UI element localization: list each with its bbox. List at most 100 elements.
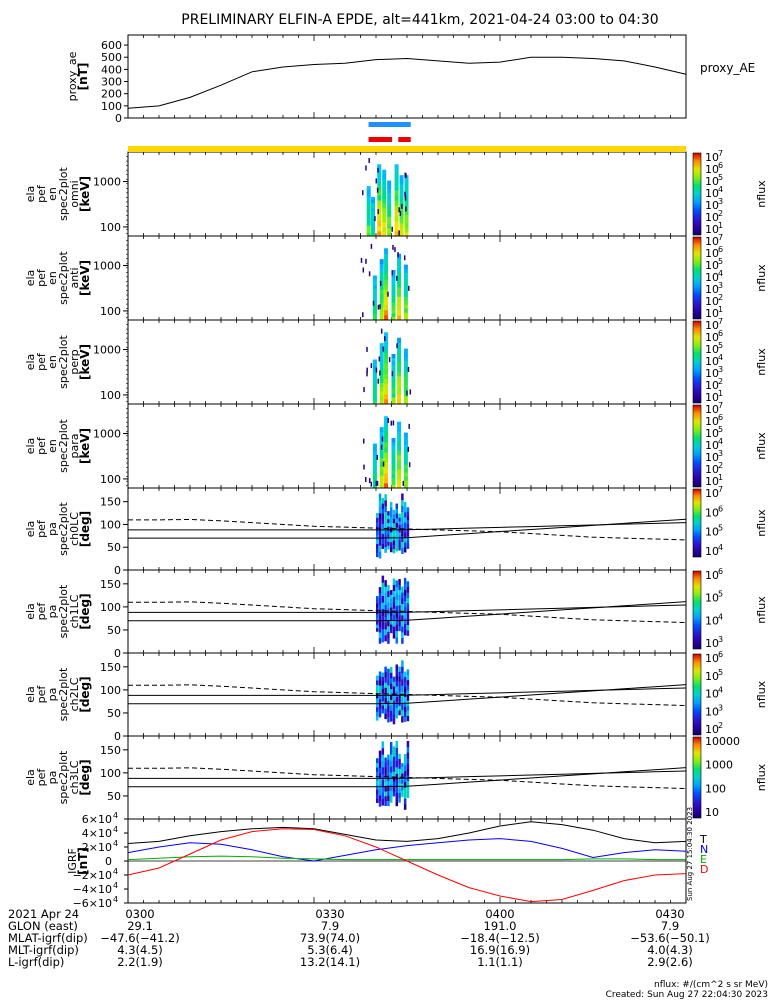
pitch-cell <box>376 758 379 764</box>
ylabel-line: ela <box>24 438 37 455</box>
pitch-cell <box>378 512 382 520</box>
pitch-cell <box>398 584 401 590</box>
spectrogram-cell <box>391 273 396 278</box>
spectrogram-cell <box>387 204 392 209</box>
pitch-cell <box>398 768 401 774</box>
pitch-cell <box>384 757 387 763</box>
pitch-cell <box>398 695 401 701</box>
colorbar-tick-exp: 6 <box>718 413 723 422</box>
pitch-cell <box>389 754 393 761</box>
spectrogram-cell <box>379 259 384 265</box>
pitch-cell <box>401 786 404 791</box>
pitch-cell <box>395 696 399 703</box>
pitch-cell <box>403 787 407 794</box>
pitch-cell <box>378 685 382 691</box>
footer-row-label: GLON (east) <box>8 919 78 933</box>
pitch-cell <box>389 541 393 548</box>
spectrogram-cell <box>379 315 384 321</box>
colorbar-tick-label: 10 <box>705 175 719 188</box>
ytick-label: 0 <box>114 647 121 660</box>
pitch-cell <box>381 672 385 678</box>
pitch-cell <box>403 577 407 585</box>
colorbar-tick-label: 10 <box>705 463 719 476</box>
spectrogram-speck <box>375 178 378 184</box>
colorbar-tick-exp: 1 <box>718 473 723 482</box>
pitch-cell <box>389 501 393 508</box>
spectrogram-cell <box>394 179 399 186</box>
spectrogram-cell <box>379 395 384 401</box>
spectrogram-cell <box>391 354 396 359</box>
spectrogram-cell <box>397 282 402 288</box>
spectrogram-cell <box>371 213 376 217</box>
pitch-cell <box>401 614 404 622</box>
pitch-cell <box>395 707 399 714</box>
spectrogram-cell <box>384 248 389 254</box>
spectrogram-cell <box>377 184 382 191</box>
spectrogram-cell <box>379 382 384 388</box>
spectrogram-cell <box>403 352 408 358</box>
spectrogram-speck <box>405 206 407 212</box>
colorbar-tick-label: 10 <box>705 451 719 464</box>
pitch-cell <box>376 617 379 622</box>
pitch-cell <box>398 763 401 769</box>
pitch-cell <box>406 780 410 787</box>
ylabel-line: pef <box>35 602 48 621</box>
pitch-cell <box>376 534 379 540</box>
pitch-cell <box>395 546 399 552</box>
spectrogram-cell <box>379 435 384 441</box>
spectrogram-cell <box>387 212 392 217</box>
colorbar-tick-exp: 7 <box>718 485 723 494</box>
pitch-cell <box>395 691 399 698</box>
spectrogram-cell <box>372 443 377 448</box>
spectrogram-cell <box>384 304 389 311</box>
pitch-cell <box>403 623 407 630</box>
spectrogram-cell <box>391 312 396 317</box>
pitch-cell <box>381 508 385 514</box>
pitch-cell <box>376 762 379 768</box>
pitch-cell <box>381 792 385 800</box>
spectrogram-cell <box>397 440 402 446</box>
spectrogram-cell <box>377 179 382 186</box>
pitch-cell <box>395 503 399 509</box>
spectrogram-speck <box>375 367 378 373</box>
spectrogram-cell <box>379 298 384 304</box>
pitch-cell <box>387 522 390 527</box>
spectrogram-cell <box>371 208 376 212</box>
pitch-cell <box>387 530 390 535</box>
spectrogram-cell <box>403 476 408 481</box>
pitch-cell <box>403 770 407 777</box>
spectrogram-cell <box>371 219 376 223</box>
spectrogram-cell <box>379 272 384 278</box>
ytick-exp: 4 <box>113 839 118 848</box>
ylabel-line: pa <box>46 688 59 702</box>
ylabel-line: spec2plot <box>57 335 70 389</box>
pitch-cell <box>401 529 404 537</box>
pitch-cell <box>403 803 407 810</box>
pitch-cell <box>387 619 390 627</box>
spectrogram-cell <box>391 379 396 384</box>
pitch-cell <box>387 545 390 550</box>
pitch-cell <box>378 689 382 695</box>
pitch-cell <box>401 666 404 674</box>
pitch-cell <box>387 780 390 786</box>
pitch-cell <box>378 671 382 677</box>
spectrogram-speck <box>365 165 367 171</box>
pitch-cell <box>398 681 401 687</box>
spectrogram-cell <box>403 276 408 281</box>
spectrogram-speck <box>396 275 398 281</box>
pitch-cell <box>403 711 407 717</box>
pitch-cell <box>398 615 401 621</box>
colorbar-tick-exp: 4 <box>718 185 723 194</box>
spectrogram-cell <box>377 200 382 206</box>
pitch-cell <box>401 773 404 777</box>
spectrogram-cell <box>366 186 371 191</box>
spectrogram-cell <box>372 391 377 395</box>
pitch-cell <box>392 676 396 682</box>
pitch-cell <box>378 493 382 501</box>
spectrogram-cell <box>382 198 387 204</box>
pitch-cell <box>401 603 404 610</box>
pitch-cell <box>389 778 393 785</box>
spectrogram-cell <box>384 416 389 422</box>
pitch-cell <box>381 602 385 610</box>
colorbar-tick-exp: 3 <box>718 365 723 374</box>
